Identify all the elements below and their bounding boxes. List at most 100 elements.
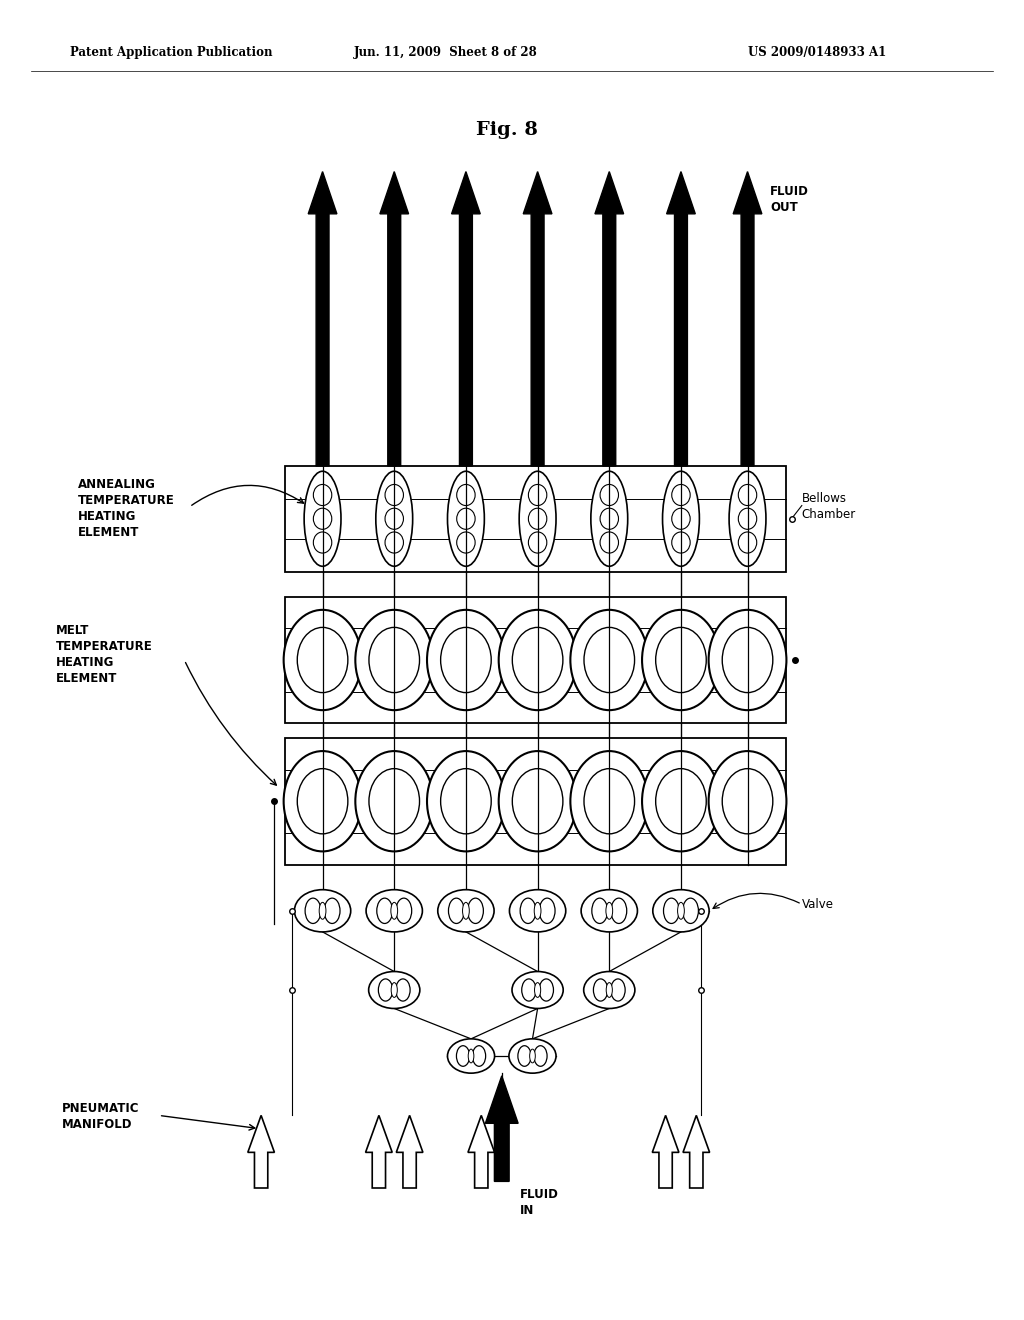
Text: US 2009/0148933 A1: US 2009/0148933 A1 (748, 46, 886, 59)
Text: PNEUMATIC
MANIFOLD: PNEUMATIC MANIFOLD (61, 1102, 139, 1131)
Ellipse shape (600, 508, 618, 529)
Ellipse shape (594, 979, 608, 1001)
Ellipse shape (369, 972, 420, 1008)
Ellipse shape (509, 1039, 556, 1073)
Ellipse shape (738, 484, 757, 506)
Ellipse shape (457, 1045, 470, 1067)
Bar (285, 597, 786, 723)
Ellipse shape (600, 484, 618, 506)
Ellipse shape (584, 627, 635, 693)
Ellipse shape (591, 471, 628, 566)
Ellipse shape (611, 898, 627, 924)
Polygon shape (468, 1115, 495, 1188)
Ellipse shape (297, 768, 348, 834)
Ellipse shape (512, 768, 563, 834)
Ellipse shape (522, 979, 537, 1001)
Ellipse shape (510, 890, 565, 932)
Ellipse shape (457, 484, 475, 506)
Polygon shape (683, 1115, 710, 1188)
Polygon shape (248, 1115, 274, 1188)
Ellipse shape (369, 768, 420, 834)
Ellipse shape (518, 1045, 531, 1067)
Ellipse shape (642, 751, 720, 851)
Ellipse shape (678, 903, 684, 919)
Ellipse shape (440, 627, 492, 693)
Ellipse shape (499, 610, 577, 710)
Ellipse shape (535, 982, 541, 998)
Ellipse shape (610, 979, 625, 1001)
Ellipse shape (519, 471, 556, 566)
Ellipse shape (468, 1049, 474, 1063)
Text: Fig. 8: Fig. 8 (476, 121, 538, 140)
Ellipse shape (653, 890, 709, 932)
Ellipse shape (304, 471, 341, 566)
Ellipse shape (376, 471, 413, 566)
Ellipse shape (729, 471, 766, 566)
Ellipse shape (468, 898, 483, 924)
Ellipse shape (606, 982, 612, 998)
Ellipse shape (570, 751, 648, 851)
Ellipse shape (440, 768, 492, 834)
Ellipse shape (512, 972, 563, 1008)
Polygon shape (523, 172, 552, 466)
Ellipse shape (427, 751, 505, 851)
Ellipse shape (606, 903, 612, 919)
Text: FLUID
OUT: FLUID OUT (770, 185, 809, 214)
Ellipse shape (385, 532, 403, 553)
Ellipse shape (369, 627, 420, 693)
Ellipse shape (457, 508, 475, 529)
Ellipse shape (535, 903, 541, 919)
Ellipse shape (355, 751, 433, 851)
Polygon shape (733, 172, 762, 466)
Ellipse shape (722, 627, 773, 693)
Ellipse shape (391, 903, 397, 919)
Ellipse shape (395, 979, 410, 1001)
Ellipse shape (584, 972, 635, 1008)
Bar (285, 738, 786, 865)
Ellipse shape (592, 898, 607, 924)
Text: Patent Application Publication: Patent Application Publication (70, 46, 272, 59)
Ellipse shape (325, 898, 340, 924)
Ellipse shape (313, 508, 332, 529)
Ellipse shape (570, 610, 648, 710)
Ellipse shape (738, 508, 757, 529)
Text: MELT
TEMPERATURE
HEATING
ELEMENT: MELT TEMPERATURE HEATING ELEMENT (56, 624, 153, 685)
Ellipse shape (391, 982, 397, 998)
Bar (285, 466, 786, 572)
Ellipse shape (427, 610, 505, 710)
Ellipse shape (709, 751, 786, 851)
Ellipse shape (534, 1045, 547, 1067)
Polygon shape (595, 172, 624, 466)
Ellipse shape (528, 532, 547, 553)
Ellipse shape (672, 532, 690, 553)
Polygon shape (452, 172, 480, 466)
Ellipse shape (284, 751, 361, 851)
Ellipse shape (663, 471, 699, 566)
Ellipse shape (584, 768, 635, 834)
Ellipse shape (447, 471, 484, 566)
Ellipse shape (520, 898, 536, 924)
Ellipse shape (672, 484, 690, 506)
Text: Bellows
Chamber: Bellows Chamber (802, 492, 856, 521)
Ellipse shape (539, 979, 553, 1001)
Ellipse shape (529, 1049, 536, 1063)
Ellipse shape (738, 532, 757, 553)
Ellipse shape (472, 1045, 485, 1067)
Ellipse shape (655, 627, 707, 693)
Polygon shape (308, 172, 337, 466)
Polygon shape (380, 172, 409, 466)
Polygon shape (396, 1115, 423, 1188)
Polygon shape (366, 1115, 392, 1188)
Ellipse shape (664, 898, 679, 924)
Ellipse shape (297, 627, 348, 693)
Ellipse shape (528, 484, 547, 506)
Ellipse shape (709, 610, 786, 710)
Text: Valve: Valve (802, 898, 834, 911)
Ellipse shape (378, 979, 393, 1001)
Text: Jun. 11, 2009  Sheet 8 of 28: Jun. 11, 2009 Sheet 8 of 28 (353, 46, 538, 59)
Ellipse shape (683, 898, 698, 924)
Ellipse shape (722, 768, 773, 834)
Ellipse shape (447, 1039, 495, 1073)
Polygon shape (652, 1115, 679, 1188)
Ellipse shape (457, 532, 475, 553)
